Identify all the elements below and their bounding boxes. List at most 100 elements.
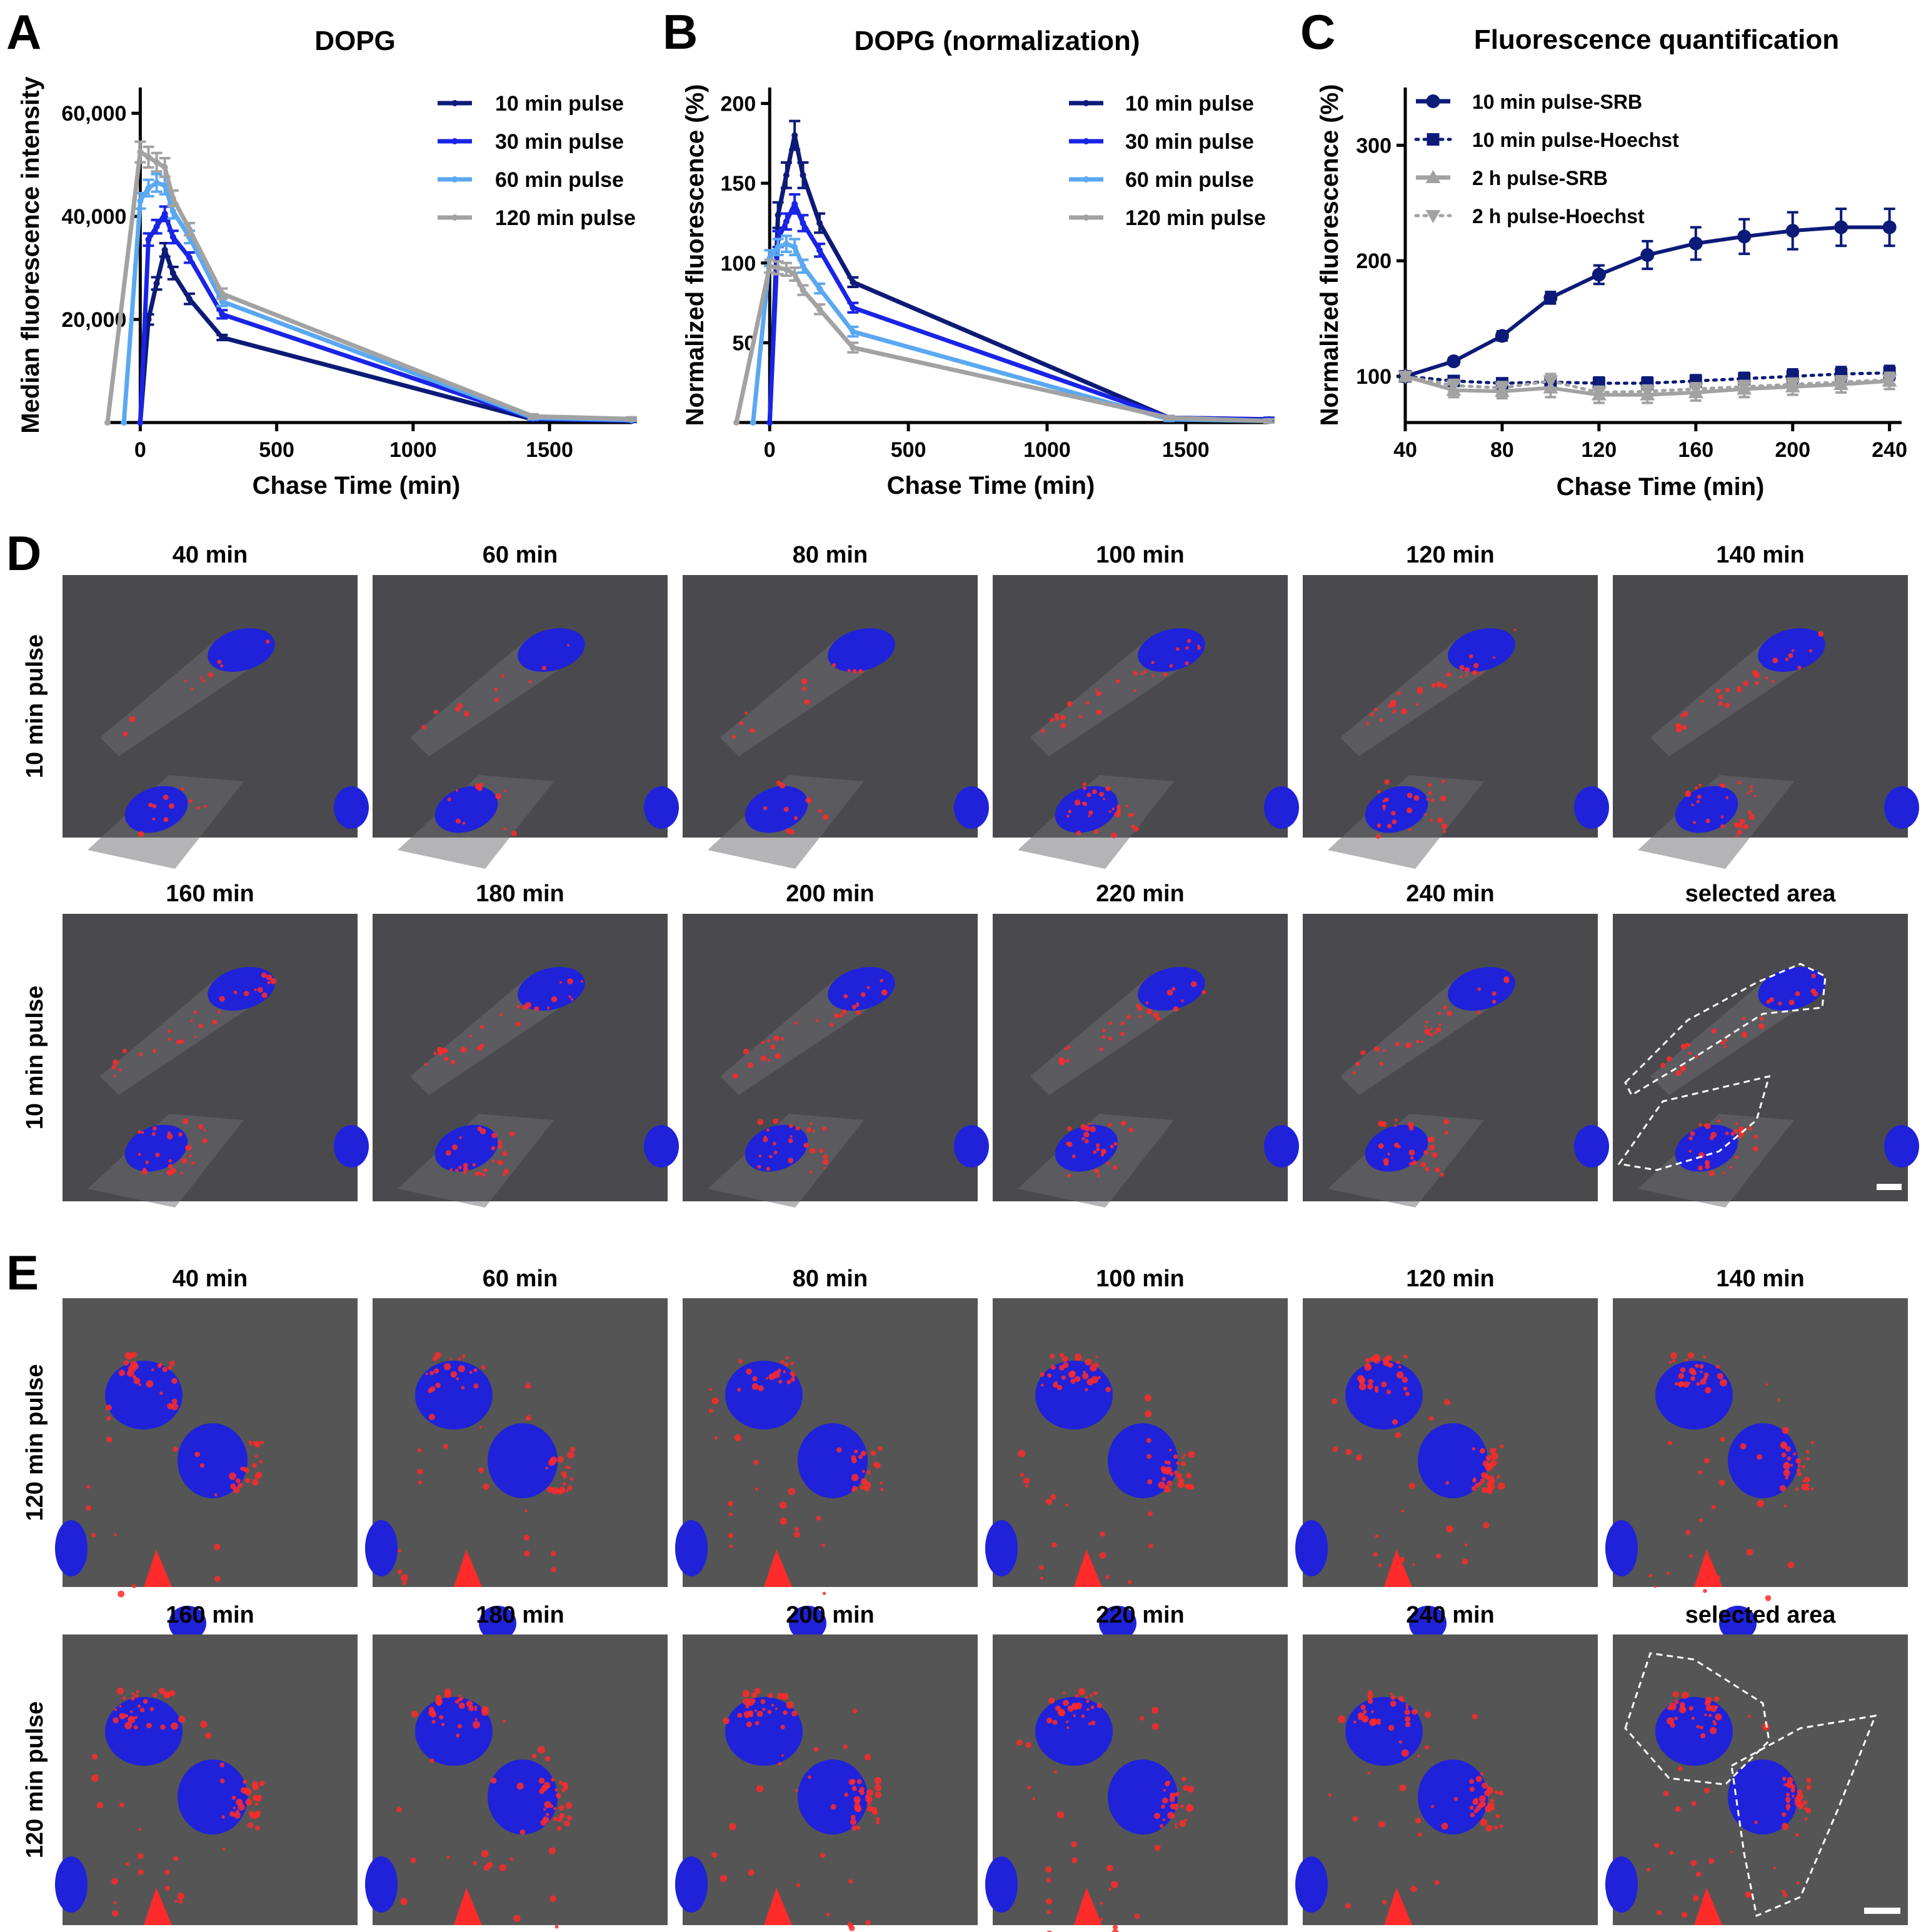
puncta (1163, 672, 1168, 677)
puncta (1412, 1160, 1417, 1166)
puncta (91, 1753, 98, 1760)
puncta (1710, 1136, 1714, 1141)
puncta (1173, 1470, 1178, 1475)
puncta (202, 1138, 208, 1144)
puncta (1685, 791, 1692, 798)
puncta (1167, 1781, 1170, 1784)
puncta (479, 1043, 484, 1048)
puncta (1390, 1693, 1393, 1696)
puncta (549, 1804, 554, 1808)
puncta (457, 1724, 463, 1729)
puncta (540, 1819, 547, 1826)
puncta (1183, 1784, 1189, 1791)
puncta (1100, 1901, 1103, 1905)
puncta (259, 1780, 265, 1786)
puncta (851, 1779, 856, 1784)
puncta (748, 1710, 754, 1716)
puncta (1120, 1021, 1125, 1026)
puncta (138, 831, 144, 838)
puncta (1708, 1170, 1715, 1177)
puncta (134, 1716, 138, 1719)
puncta (870, 1450, 876, 1456)
puncta (723, 1717, 730, 1724)
puncta (1796, 1881, 1800, 1885)
puncta (1425, 1025, 1428, 1029)
puncta (1181, 1776, 1186, 1782)
puncta (1338, 1715, 1346, 1723)
puncta (398, 1549, 401, 1553)
puncta (1190, 981, 1197, 988)
puncta (128, 1716, 136, 1724)
data-point (161, 182, 168, 189)
puncta (788, 1158, 794, 1164)
puncta (1700, 1733, 1706, 1739)
puncta (866, 1789, 873, 1796)
puncta (861, 1469, 865, 1473)
micrograph (373, 914, 679, 1208)
puncta (1066, 1726, 1070, 1729)
puncta (863, 1481, 871, 1489)
puncta (523, 1550, 530, 1557)
puncta (180, 1171, 184, 1174)
puncta (1116, 804, 1121, 809)
red-cell-edge (454, 1888, 482, 1925)
puncta (1473, 1808, 1478, 1813)
puncta (474, 1705, 478, 1709)
puncta (1795, 1458, 1802, 1464)
puncta (106, 1416, 111, 1421)
puncta (1429, 1144, 1435, 1151)
puncta (1156, 1016, 1161, 1021)
puncta (128, 1366, 134, 1372)
puncta (1698, 783, 1702, 787)
nucleus (1728, 1423, 1798, 1498)
data-point (104, 419, 111, 426)
puncta (743, 1048, 750, 1055)
puncta (1332, 1446, 1338, 1453)
puncta (111, 1878, 118, 1885)
puncta (1415, 703, 1419, 706)
micrograph (55, 1634, 358, 1925)
puncta (513, 1914, 521, 1922)
puncta (1783, 1893, 1788, 1898)
red-cell-edge (764, 1549, 792, 1587)
puncta (1162, 1818, 1166, 1821)
puncta (1151, 661, 1155, 664)
puncta (1374, 1046, 1380, 1052)
puncta (783, 1370, 786, 1373)
puncta (1687, 1381, 1691, 1385)
puncta (733, 1073, 738, 1079)
puncta (790, 1135, 793, 1138)
puncta (169, 1360, 175, 1366)
puncta (1440, 1173, 1445, 1177)
puncta (1167, 1811, 1175, 1819)
puncta (567, 1485, 573, 1491)
puncta (443, 1363, 451, 1371)
puncta (1113, 1142, 1118, 1146)
puncta (770, 1044, 776, 1049)
puncta (1688, 1136, 1693, 1141)
puncta (1081, 802, 1085, 805)
puncta (456, 1733, 460, 1738)
micrograph (373, 575, 679, 869)
puncta (1795, 1833, 1799, 1837)
puncta (179, 1899, 183, 1904)
puncta (1441, 823, 1448, 829)
puncta (1785, 1476, 1789, 1480)
puncta (1387, 823, 1392, 829)
puncta (1112, 1924, 1118, 1930)
puncta (131, 1696, 135, 1701)
puncta (1685, 1529, 1691, 1535)
puncta (1783, 1462, 1790, 1470)
nucleus (1884, 1125, 1919, 1168)
puncta (1391, 811, 1396, 816)
puncta (1364, 1363, 1372, 1371)
puncta (750, 728, 755, 733)
puncta (1408, 1149, 1415, 1156)
puncta (137, 1853, 144, 1859)
puncta (1472, 669, 1478, 676)
puncta (1695, 1364, 1699, 1368)
puncta (751, 1692, 757, 1698)
puncta (1678, 1381, 1685, 1388)
puncta (1672, 1691, 1679, 1698)
nucleus (1655, 1697, 1733, 1766)
